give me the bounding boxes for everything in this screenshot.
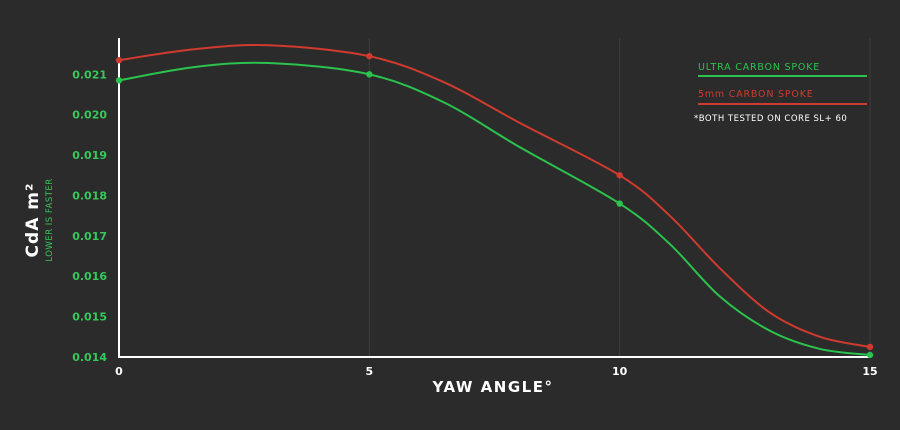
y-tick-label: 0.016 [72, 270, 107, 283]
legend-label-5mm-carbon-spoke: 5mm CARBON SPOKE [698, 89, 814, 100]
data-point-ultra-carbon-spoke [866, 351, 874, 359]
y-tick-label: 0.019 [72, 149, 107, 162]
axes [118, 38, 870, 358]
legend-label-ultra-carbon-spoke: ULTRA CARBON SPOKE [698, 62, 820, 73]
x-axis-label: YAW ANGLE° [432, 378, 554, 396]
x-tick-labels: 0 5 10 15 [115, 365, 877, 378]
data-point-ultra-carbon-spoke [616, 200, 623, 207]
data-point-5mm-carbon-spoke [866, 343, 874, 351]
series-line-5mm-carbon-spoke [118, 44, 871, 348]
data-point-ultra-carbon-spoke [115, 77, 123, 84]
y-axis-sublabel: LOWER IS FASTER [45, 178, 55, 261]
legend: ULTRA CARBON SPOKE 5mm CARBON SPOKE *BOT… [694, 62, 867, 124]
y-axis-label: CdA m² [23, 183, 43, 258]
y-tick-labels: 0.014 0.015 0.016 0.017 0.018 0.019 0.020 0.021 [72, 68, 107, 364]
x-tick-label: 10 [612, 365, 628, 378]
y-tick-label: 0.018 [72, 189, 107, 202]
data-point-5mm-carbon-spoke [366, 52, 373, 60]
x-tick-label: 0 [115, 365, 123, 378]
y-tick-label: 0.020 [72, 109, 107, 122]
data-point-ultra-carbon-spoke [366, 71, 373, 78]
y-tick-label: 0.017 [72, 230, 107, 243]
series-line-ultra-carbon-spoke [118, 61, 871, 356]
data-point-5mm-carbon-spoke [115, 57, 123, 64]
series-lines [115, 44, 874, 359]
data-point-5mm-carbon-spoke [616, 172, 623, 179]
y-tick-label: 0.015 [72, 311, 107, 324]
x-tick-label: 15 [862, 365, 877, 378]
x-tick-label: 5 [366, 365, 374, 378]
grid-lines [368, 38, 871, 357]
test-note: *BOTH TESTED ON CORE SL+ 60 [694, 114, 847, 124]
y-tick-label: 0.014 [72, 351, 107, 364]
y-tick-label: 0.021 [72, 68, 107, 81]
